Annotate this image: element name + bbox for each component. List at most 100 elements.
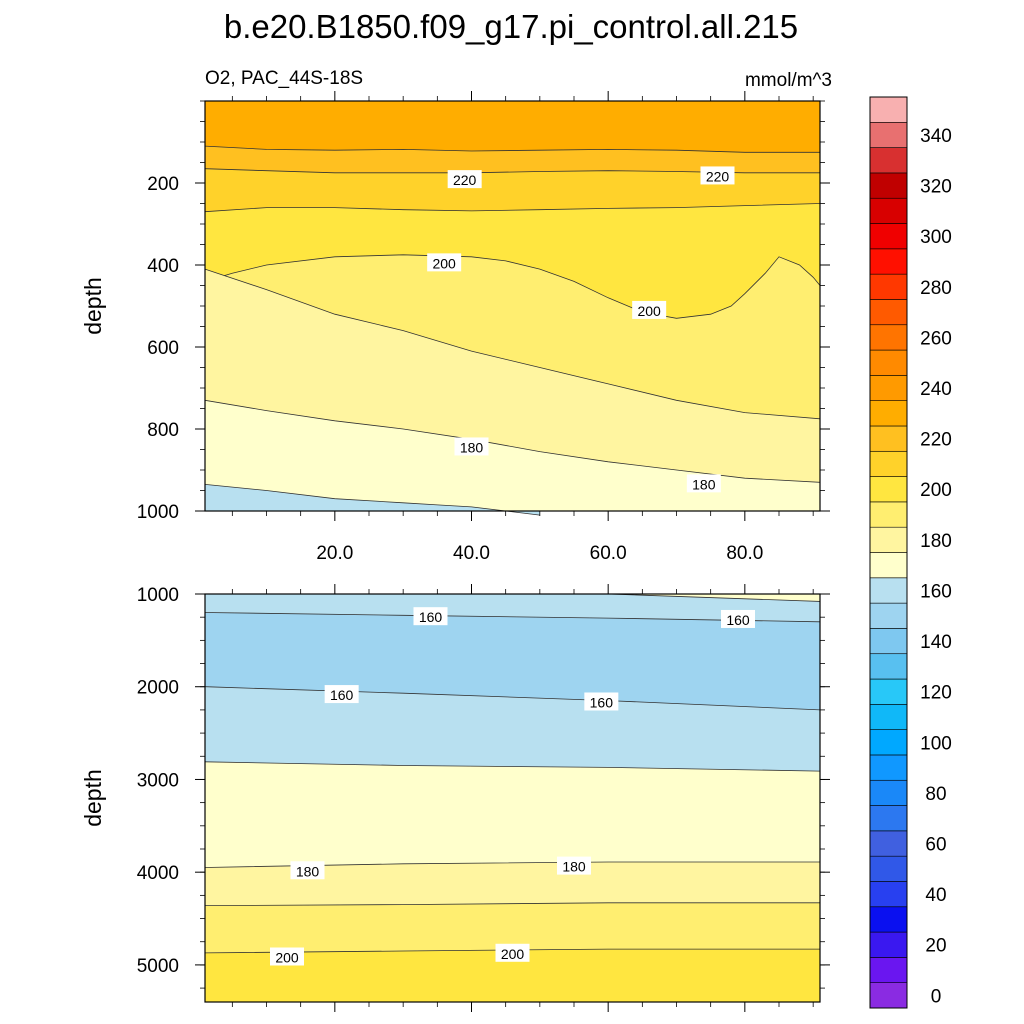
contour-label: 200 — [432, 255, 456, 271]
colorbar-swatch — [869, 147, 908, 174]
contour-label: 160 — [590, 694, 614, 710]
variable-label: O2, PAC_44S-18S — [205, 68, 363, 89]
colorbar-label: 160 — [920, 581, 952, 602]
y-tick-label: 400 — [147, 256, 179, 277]
contour-label: 180 — [296, 863, 320, 879]
contour-label: 180 — [460, 439, 484, 455]
contour-label: 200 — [501, 946, 525, 962]
colorbar-label: 100 — [920, 733, 952, 754]
contour-fill-200 — [205, 949, 820, 1002]
colorbar-label: 180 — [920, 531, 952, 552]
x-tick-label: 40.0 — [453, 543, 490, 564]
contour-label-box — [557, 856, 591, 875]
y-tick-label: 1000 — [137, 502, 179, 523]
colorbar-swatch — [869, 375, 908, 401]
y-tick-label: 800 — [147, 420, 179, 441]
contour-label: 180 — [692, 476, 716, 492]
colorbar-swatch — [869, 299, 908, 326]
upper-panel: 220 220 200 200 180 180 200 400 600 800 1000 20.0 40… — [80, 91, 830, 564]
y-tick-label: 2000 — [137, 678, 179, 699]
colorbar-label: 340 — [920, 126, 952, 147]
contour-label: 160 — [726, 612, 750, 628]
contour-label: 160 — [419, 609, 443, 625]
colorbar-label: 280 — [920, 278, 952, 299]
colorbar-swatch — [869, 552, 908, 579]
colorbar-swatch — [869, 197, 908, 224]
colorbar-swatch — [869, 957, 908, 983]
contour-label: 220 — [453, 172, 477, 188]
colorbar-swatch — [869, 982, 908, 1009]
colorbar-swatch — [869, 628, 908, 655]
contour-label-box — [413, 607, 448, 626]
contour-line-160 — [204, 686, 821, 711]
colorbar-label: 60 — [925, 835, 946, 856]
colorbar-swatch — [869, 830, 908, 857]
contour-line-220 — [204, 145, 820, 153]
y-axis-title: depth — [80, 277, 106, 335]
y-tick-label: 600 — [147, 338, 179, 359]
colorbar-swatch — [869, 248, 908, 275]
contour-label-box — [324, 685, 359, 704]
contour-label-box — [447, 170, 482, 189]
colorbar-swatch — [869, 273, 908, 300]
colorbar-label: 200 — [920, 480, 952, 501]
lower-panel: 160 160 160 160 180 180 200 200 1000 2000 3000 4000… — [80, 584, 830, 1012]
panel-frame — [204, 593, 821, 1003]
colorbar-swatch — [869, 501, 908, 528]
contour-label-box — [700, 166, 735, 185]
contour-label-box — [454, 437, 489, 456]
y-tick-label: 4000 — [137, 863, 179, 884]
contour-label: 220 — [706, 168, 730, 184]
colorbar-label: 320 — [920, 177, 952, 198]
colorbar-label: 40 — [925, 885, 946, 906]
contour-fill-170 — [205, 400, 820, 511]
x-tick-label: 60.0 — [590, 543, 627, 564]
contour-label: 200 — [637, 303, 661, 319]
contour-line-160 — [204, 484, 540, 516]
contour-line-180 — [204, 268, 821, 420]
colorbar-swatch — [869, 678, 908, 705]
x-tick-label: 20.0 — [316, 543, 353, 564]
y-axis-title: depth — [80, 769, 106, 827]
colorbar-label: 20 — [925, 936, 946, 957]
colorbar-swatch — [869, 223, 908, 250]
contour-label-box — [427, 253, 462, 272]
colorbar-swatch — [869, 349, 908, 376]
colorbar-swatch — [869, 526, 908, 553]
contour-line-170 — [204, 761, 821, 772]
colorbar: 0 20 40 60 80 100 120 140 160 180 200 220 240 260 280 3… — [869, 96, 952, 1009]
units-label: mmol/m^3 — [745, 70, 832, 91]
colorbar-swatch — [869, 425, 908, 452]
colorbar-swatch — [869, 881, 908, 908]
y-tick-label: 200 — [147, 174, 179, 195]
chart-title: b.e20.B1850.f09_g17.pi_control.all.215 — [224, 8, 798, 45]
contour-label-box — [270, 947, 304, 966]
colorbar-swatch — [869, 96, 908, 123]
contour-line-170 — [204, 399, 821, 483]
colorbar-label: 80 — [925, 784, 946, 805]
contour-line-190 — [204, 254, 821, 319]
colorbar-swatch — [869, 779, 908, 806]
colorbar-label: 260 — [920, 328, 952, 349]
colorbar-swatch — [869, 577, 908, 604]
colorbar-label: 0 — [931, 986, 942, 1007]
contour-label-box — [290, 861, 325, 880]
colorbar-label: 240 — [920, 379, 952, 400]
colorbar-swatch — [869, 906, 908, 933]
colorbar-swatch — [869, 729, 908, 756]
colorbar-swatch — [869, 476, 908, 503]
colorbar-label: 120 — [920, 683, 952, 704]
colorbar-swatch — [869, 653, 908, 680]
colorbar-swatch — [869, 931, 908, 958]
contour-label-box — [584, 692, 619, 711]
colorbar-swatch — [869, 602, 908, 629]
colorbar-frame — [869, 96, 908, 1009]
contour-label: 160 — [330, 687, 354, 703]
colorbar-swatch — [869, 122, 908, 148]
contour-line-190 — [204, 902, 820, 906]
contour-label-box — [632, 300, 667, 319]
y-tick-label: 5000 — [137, 956, 179, 977]
colorbar-swatch — [869, 805, 908, 832]
contour-label-box — [686, 474, 721, 493]
contour-line-200 — [204, 203, 821, 213]
